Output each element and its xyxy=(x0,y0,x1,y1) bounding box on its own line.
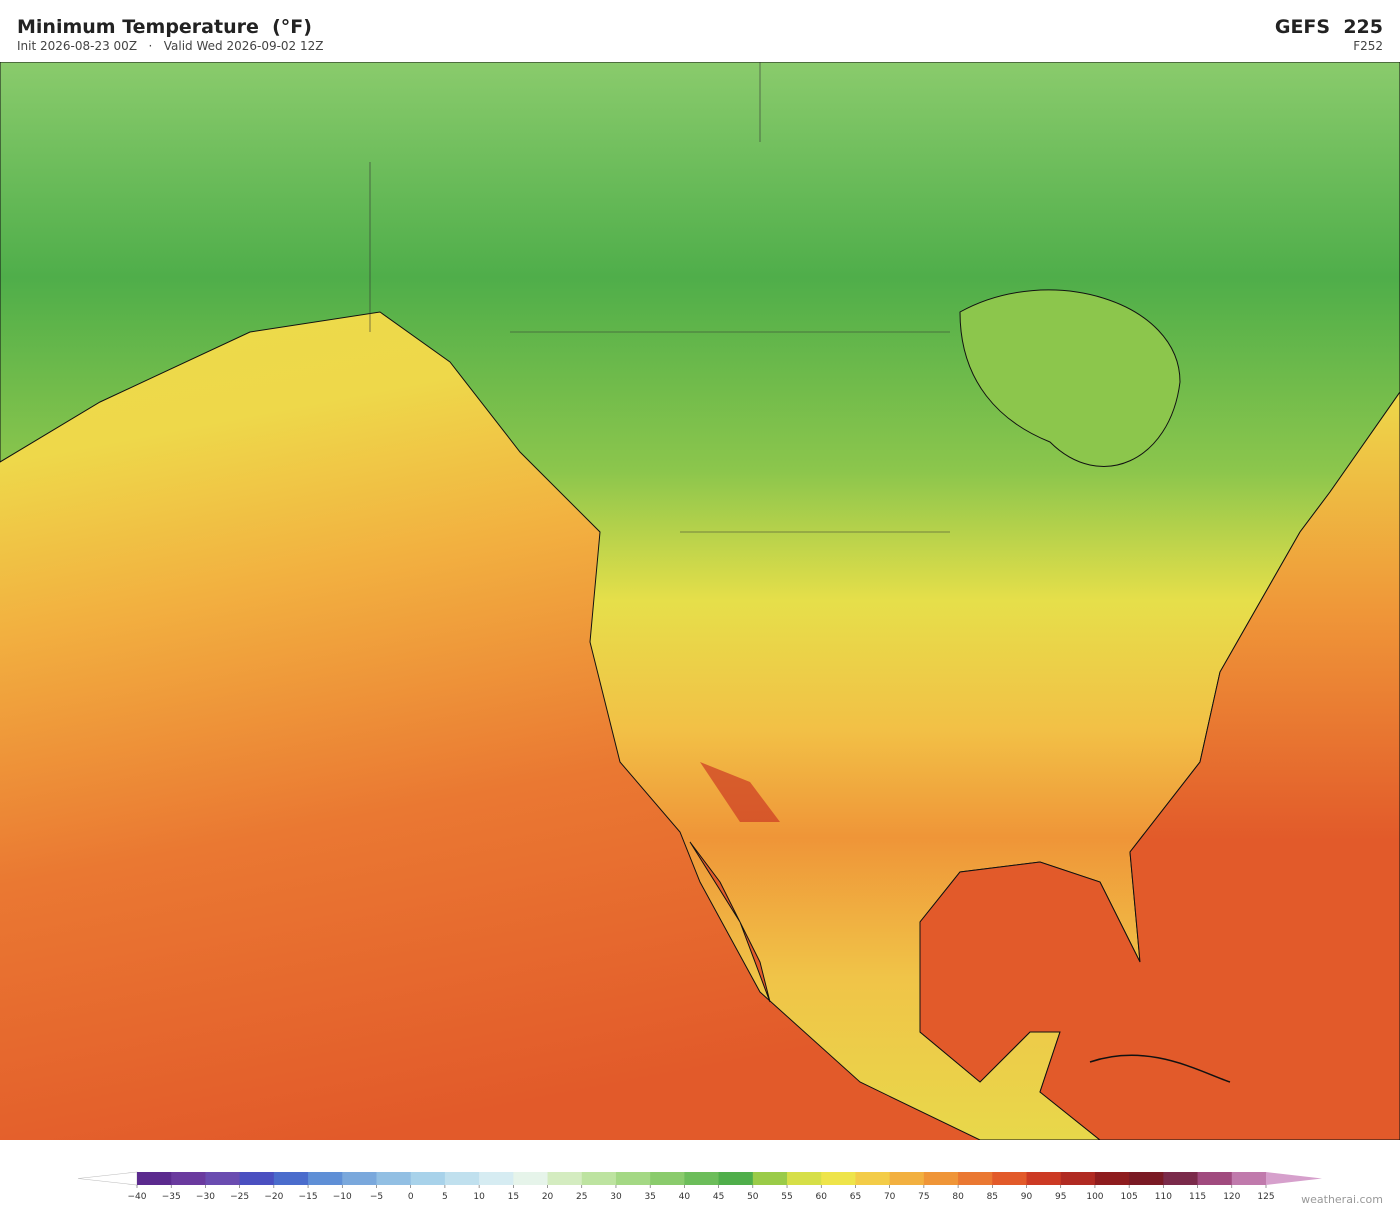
colorbar-tick-label: −30 xyxy=(196,1192,215,1202)
colorbar-tick-label: 95 xyxy=(1055,1192,1066,1202)
colorbar-swatch xyxy=(273,1172,309,1185)
colorbar-swatch xyxy=(137,1172,172,1185)
colorbar-tick-label: 55 xyxy=(781,1192,792,1202)
colorbar-tick-label: 105 xyxy=(1121,1192,1138,1202)
colorbar-swatch xyxy=(718,1172,754,1185)
subtitle: Init 2026-08-23 00Z · Valid Wed 2026-09-… xyxy=(17,39,324,53)
colorbar-swatch xyxy=(923,1172,959,1185)
colorbar-extend-over xyxy=(1266,1172,1322,1185)
colorbar-swatch xyxy=(1129,1172,1164,1185)
colorbar-swatch xyxy=(239,1172,275,1185)
colorbar-tick-label: 0 xyxy=(408,1192,414,1202)
colorbar-tick-label: 5 xyxy=(442,1192,448,1202)
colorbar-tick-label: −10 xyxy=(333,1192,352,1202)
colorbar-swatch xyxy=(1163,1172,1199,1185)
colorbar-swatch xyxy=(1197,1172,1233,1185)
gulf-of-california xyxy=(689,841,771,1003)
colorbar: −40 −35 −30 −25 −20 −15 −10 −5 0 5 10 15 20 25 30 35 40 4… xyxy=(77,1171,1322,1202)
colorbar-extend-under xyxy=(77,1171,138,1186)
colorbar-tick-label: 75 xyxy=(918,1192,929,1202)
colorbar-swatch xyxy=(513,1172,549,1185)
colorbar-swatch xyxy=(205,1172,241,1185)
colorbar-swatch xyxy=(615,1172,651,1185)
colorbar-tick-label: 120 xyxy=(1223,1192,1240,1202)
colorbar-swatch xyxy=(171,1172,206,1185)
colorbar-tick-label: 110 xyxy=(1155,1192,1172,1202)
colorbar-tick-label: 125 xyxy=(1257,1192,1274,1202)
colorbar-swatch xyxy=(1026,1172,1062,1185)
colorbar-swatch xyxy=(308,1172,343,1185)
colorbar-tick-label: 90 xyxy=(1021,1192,1033,1202)
colorbar-swatch xyxy=(958,1172,993,1185)
colorbar-tick-label: 25 xyxy=(576,1192,587,1202)
colorbar-tick-label: 15 xyxy=(508,1192,519,1202)
colorbar-tick-label: 115 xyxy=(1189,1192,1206,1202)
map xyxy=(0,62,1400,1140)
colorbar-swatch xyxy=(684,1172,720,1185)
borders xyxy=(369,62,950,533)
colorbar-swatch xyxy=(992,1172,1028,1185)
colorbar-tick-label: 65 xyxy=(850,1192,861,1202)
colorbar-swatch xyxy=(376,1172,412,1185)
colorbar-swatch xyxy=(479,1172,514,1185)
model: GEFS 225 xyxy=(1274,16,1383,38)
colorbar-swatch xyxy=(787,1172,822,1185)
desert-heat xyxy=(700,762,780,822)
colorbar-swatch xyxy=(342,1172,377,1185)
colorbar-tick-label: −5 xyxy=(370,1192,383,1202)
colorbar-swatch xyxy=(410,1172,446,1185)
colorbar-tick-label: 30 xyxy=(610,1192,622,1202)
colorbar-swatch xyxy=(581,1172,617,1185)
colorbar-swatch xyxy=(889,1172,925,1185)
cuba xyxy=(1089,1054,1231,1083)
colorbar-swatch xyxy=(1060,1172,1096,1185)
colorbar-tick-label: −20 xyxy=(264,1192,283,1202)
colorbar-tick-label: −15 xyxy=(299,1192,318,1202)
colorbar-tick-label: −40 xyxy=(128,1192,147,1202)
colorbar-swatch xyxy=(650,1172,685,1185)
colorbar-tick-label: 35 xyxy=(644,1192,655,1202)
colorbar-tick-label: 70 xyxy=(884,1192,896,1202)
colorbar-tick-label: 100 xyxy=(1086,1192,1103,1202)
title: Minimum Temperature (°F) xyxy=(17,16,312,38)
colorbar-tick-label: 85 xyxy=(987,1192,998,1202)
colorbar-swatch xyxy=(1231,1172,1267,1185)
colorbar-swatch xyxy=(547,1172,583,1185)
colorbar-swatch xyxy=(855,1172,891,1185)
colorbar-tick-label: 80 xyxy=(952,1192,964,1202)
atlantic xyxy=(919,391,1400,1140)
colorbar-tick-label: 60 xyxy=(816,1192,828,1202)
watermark: weatherai.com xyxy=(1301,1193,1383,1206)
colorbar-tick-label: −25 xyxy=(230,1192,249,1202)
colorbar-tick-label: 20 xyxy=(542,1192,554,1202)
hudson-bay xyxy=(959,289,1181,467)
colorbar-swatch xyxy=(1094,1172,1130,1185)
colorbar-tick-label: −35 xyxy=(162,1192,181,1202)
colorbar-swatch xyxy=(821,1172,856,1185)
colorbar-tick-label: 10 xyxy=(473,1192,485,1202)
colorbar-tick-label: 50 xyxy=(747,1192,759,1202)
colorbar-tick-label: 40 xyxy=(679,1192,691,1202)
forecast-hour: F252 xyxy=(1353,39,1383,53)
colorbar-swatch xyxy=(752,1172,788,1185)
colorbar-tick-label: 45 xyxy=(713,1192,724,1202)
colorbar-swatch xyxy=(444,1172,480,1185)
